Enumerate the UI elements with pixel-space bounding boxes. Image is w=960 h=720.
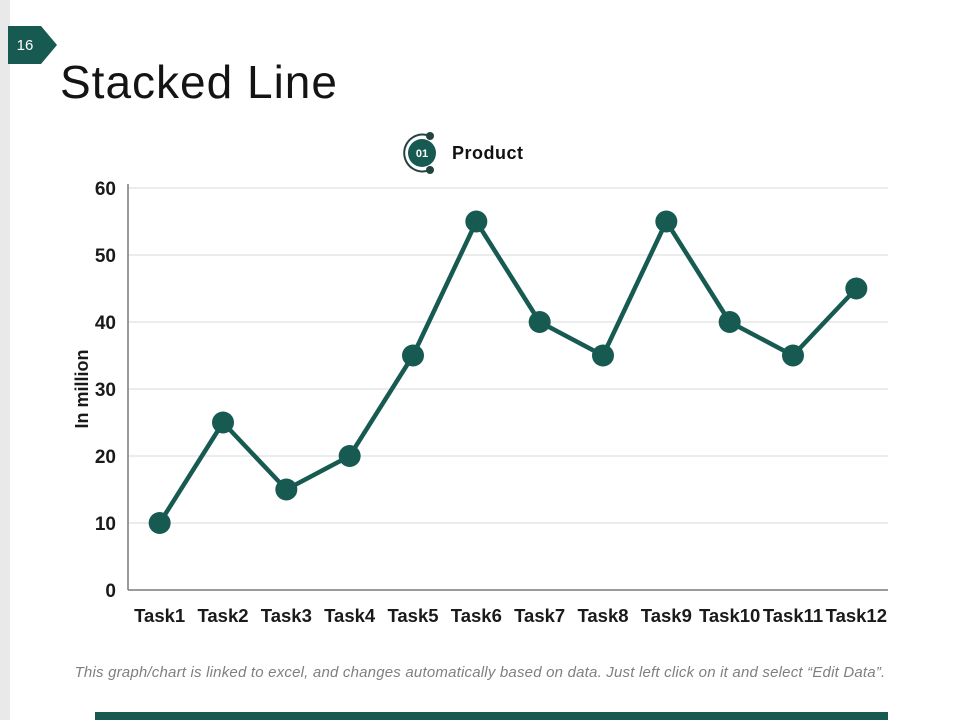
legend-badge-circle (408, 139, 436, 167)
page-number-pennant (8, 26, 57, 64)
data-point (718, 311, 741, 333)
x-tick-label: Task8 (577, 605, 628, 626)
y-tick-label: 50 (95, 246, 116, 267)
data-point (655, 210, 678, 233)
footer-note: This graph/chart is linked to excel, and… (74, 664, 886, 681)
x-tick-label: Task11 (763, 605, 823, 626)
data-point (592, 344, 614, 367)
x-tick-label: Task2 (197, 605, 248, 626)
x-tick-label: Task5 (387, 605, 438, 626)
y-tick-label: 40 (95, 313, 116, 334)
data-point (782, 344, 804, 367)
x-tick-label: Task1 (134, 605, 185, 626)
data-point (212, 411, 234, 434)
data-point (528, 311, 551, 333)
x-tick-label: Task6 (451, 605, 502, 626)
page-number: 16 (16, 36, 34, 54)
bottom-accent-bar (95, 712, 888, 720)
x-tick-label: Task9 (641, 605, 692, 626)
legend-badge-icon: 01 (403, 132, 436, 174)
x-tick-label: Task4 (324, 605, 376, 626)
y-tick-label: 30 (95, 380, 116, 401)
left-edge-strip (0, 0, 10, 720)
y-tick-label: 60 (95, 179, 116, 200)
data-point (275, 478, 298, 501)
y-tick-label: 10 (95, 514, 116, 535)
series-line (157, 219, 859, 526)
data-point (402, 344, 424, 367)
y-axis-title: In million (72, 350, 92, 429)
data-point (845, 277, 868, 300)
data-point (338, 445, 361, 467)
legend-label: Product (452, 142, 524, 163)
chart-legend: 01 Product (400, 127, 524, 179)
legend-arc-dot-top (426, 132, 434, 140)
legend-badge-number: 01 (416, 148, 428, 160)
legend-arc (403, 133, 431, 173)
page-title: Stacked Line (60, 55, 338, 108)
x-tick-label: Task10 (699, 605, 760, 626)
y-tick-label: 20 (95, 447, 116, 468)
x-tick-label: Task12 (826, 605, 887, 626)
data-point (148, 512, 171, 534)
y-tick-label: 0 (105, 581, 116, 602)
data-point (465, 210, 488, 233)
x-tick-label: Task3 (261, 605, 312, 626)
pennant-shape (8, 26, 57, 64)
x-tick-label: Task7 (514, 605, 565, 626)
legend-arc-dot-bottom (426, 166, 434, 174)
